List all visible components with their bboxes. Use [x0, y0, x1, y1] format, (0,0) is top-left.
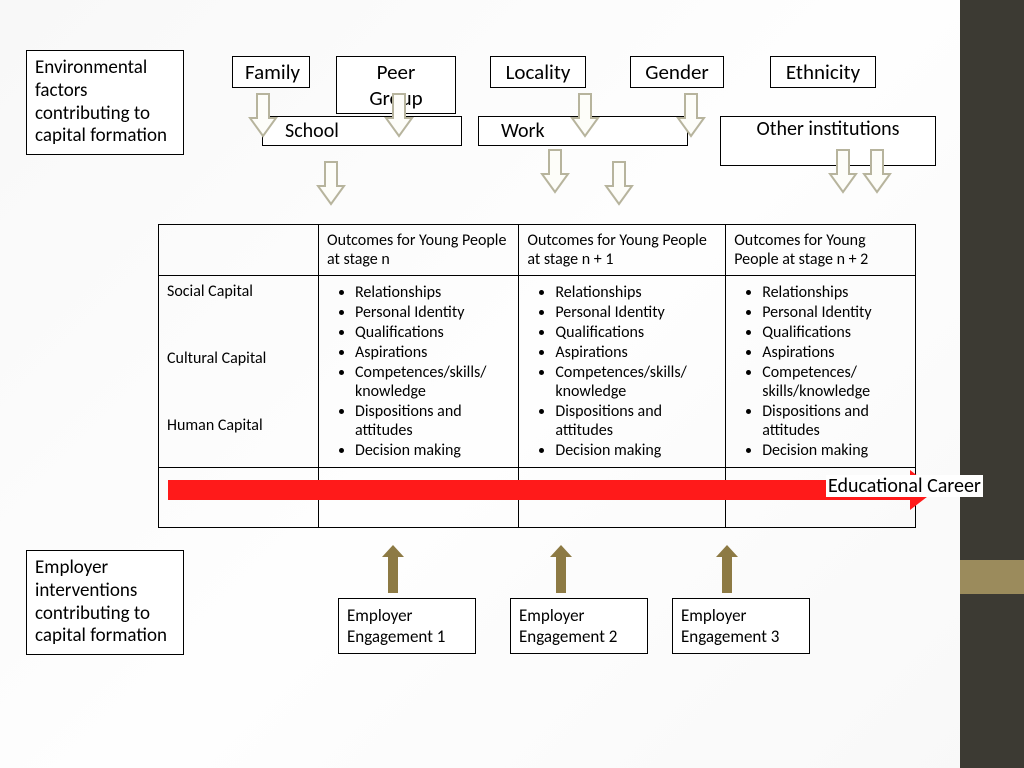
bullet: Qualifications: [555, 323, 717, 342]
table-row-labels: Social Capital Cultural Capital Human Ca…: [159, 276, 319, 468]
sidebar-gold-stripe: [960, 560, 1024, 594]
bullet: Aspirations: [355, 343, 510, 362]
educational-career-label: Educational Career: [826, 475, 983, 497]
down-arrow-5: [828, 148, 858, 194]
bullet: Dispositions and attitudes: [555, 402, 717, 440]
up-arrow-1: [556, 555, 566, 593]
table-header-1: Outcomes for Young People at stage n: [319, 225, 519, 276]
down-arrow-3: [570, 92, 600, 138]
row-label-cultural: Cultural Capital: [167, 349, 310, 368]
factor-gender: Gender: [630, 56, 724, 88]
bullet: Decision making: [355, 441, 510, 460]
bullet: Decision making: [762, 441, 907, 460]
table-cell-c: RelationshipsPersonal IdentityQualificat…: [726, 276, 916, 468]
bullet: Relationships: [555, 283, 717, 302]
down-arrow-8: [604, 160, 634, 206]
up-arrow-0: [388, 555, 398, 593]
bullet: Relationships: [355, 283, 510, 302]
row-label-human: Human Capital: [167, 416, 310, 435]
bullet: Aspirations: [762, 343, 907, 362]
down-arrow-2: [540, 148, 570, 194]
bullet: Relationships: [762, 283, 907, 302]
engagement-1: Employer Engagement 1: [338, 598, 476, 654]
employer-box: Employer interventions contributing to c…: [26, 550, 184, 655]
table-header-3: Outcomes for Young People at stage n + 2: [726, 225, 916, 276]
down-arrow-7: [316, 160, 346, 206]
bullet: Dispositions and attitudes: [762, 402, 907, 440]
sidebar-dark-stripe: [960, 0, 1024, 768]
table-cell-a: RelationshipsPersonal IdentityQualificat…: [319, 276, 519, 468]
bullet: Personal Identity: [762, 303, 907, 322]
down-arrow-6: [862, 148, 892, 194]
engagement-2: Employer Engagement 2: [510, 598, 648, 654]
env-factors-box: Environmental factors contributing to ca…: [26, 50, 184, 155]
down-arrow-4: [676, 92, 706, 138]
row-label-social: Social Capital: [167, 282, 310, 301]
factor-ethnicity: Ethnicity: [770, 56, 876, 88]
bullet: Qualifications: [355, 323, 510, 342]
table-header-blank: [159, 225, 319, 276]
factor-locality: Locality: [490, 56, 586, 88]
bullet: Competences/skills/ knowledge: [355, 363, 510, 401]
down-arrow-0: [248, 92, 278, 138]
table-cell-b: RelationshipsPersonal IdentityQualificat…: [519, 276, 726, 468]
up-arrow-2: [722, 555, 732, 593]
factor-school: School: [262, 116, 462, 146]
bullet: Competences/skills/ knowledge: [555, 363, 717, 401]
factor-family: Family: [232, 56, 310, 88]
table-header-2: Outcomes for Young People at stage n + 1: [519, 225, 726, 276]
bullet: Decision making: [555, 441, 717, 460]
bullet: Competences/ skills/knowledge: [762, 363, 907, 401]
down-arrow-1: [384, 92, 414, 138]
bullet: Personal Identity: [555, 303, 717, 322]
bullet: Aspirations: [555, 343, 717, 362]
bullet: Personal Identity: [355, 303, 510, 322]
bullet: Qualifications: [762, 323, 907, 342]
bullet: Dispositions and attitudes: [355, 402, 510, 440]
red-arrow: [168, 480, 912, 500]
engagement-3: Employer Engagement 3: [672, 598, 810, 654]
